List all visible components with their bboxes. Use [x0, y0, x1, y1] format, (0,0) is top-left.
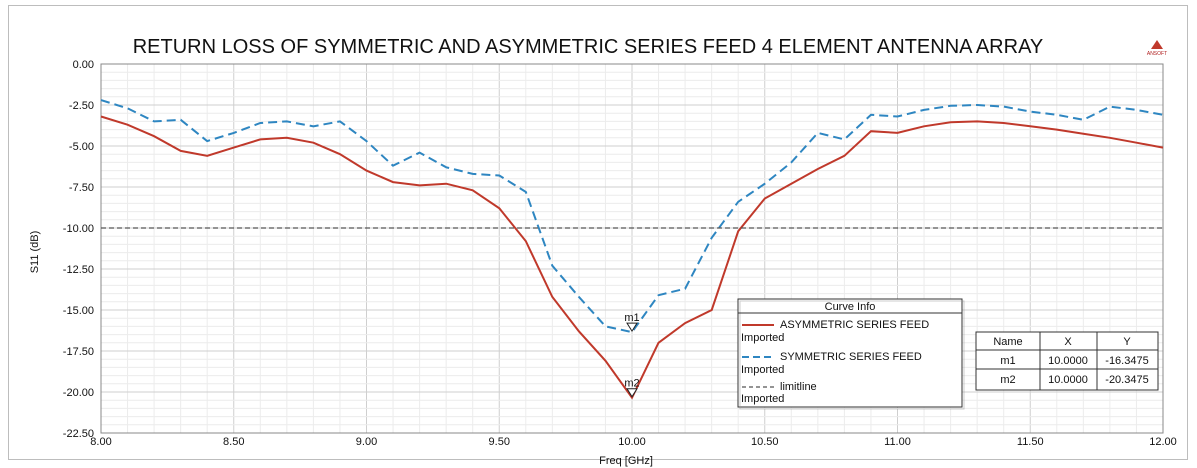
y-tick-label: -12.50 — [63, 264, 94, 276]
marker-label: m2 — [624, 378, 639, 390]
legend-label-limitline: limitline — [780, 381, 817, 393]
y-tick-label: -7.50 — [69, 182, 94, 194]
y-tick-label: -20.00 — [63, 387, 94, 399]
marker-label: m1 — [624, 312, 639, 324]
x-tick-label: 10.00 — [618, 436, 646, 448]
table-header-y: Y — [1123, 336, 1131, 348]
table-header-x: X — [1064, 336, 1072, 348]
markers: m1 m2 — [624, 312, 640, 398]
legend-sub-limitline: Imported — [741, 393, 784, 405]
table-cell: -16.3475 — [1105, 355, 1148, 367]
x-tick-label: 9.50 — [489, 436, 510, 448]
y-tick-label: -22.50 — [63, 428, 94, 440]
table-header-name: Name — [993, 336, 1022, 348]
x-tick-label: 12.00 — [1149, 436, 1177, 448]
table-cell: m1 — [1000, 355, 1015, 367]
table-cell: -20.3475 — [1105, 374, 1148, 386]
axes: 8.00 8.50 9.00 9.50 10.00 10.50 11.00 11.50 12.0… — [63, 59, 1177, 448]
x-axis-label: Freq [GHz] — [599, 455, 653, 467]
x-tick-label: 8.00 — [90, 436, 111, 448]
series-lines — [100, 99, 1164, 400]
legend-sub-asymmetric: Imported — [741, 332, 784, 344]
x-tick-label: 11.50 — [1017, 436, 1044, 448]
chart-title: RETURN LOSS OF SYMMETRIC AND ASYMMETRIC … — [133, 36, 1044, 58]
x-tick-label: 8.50 — [223, 436, 244, 448]
y-axis-label: S11 (dB) — [29, 231, 41, 274]
table-cell: 10.0000 — [1048, 355, 1088, 367]
curve-info-legend: Curve Info ASYMMETRIC SERIES FEED Import… — [737, 298, 965, 410]
marker-m1-icon — [626, 322, 638, 333]
y-tick-label: -15.00 — [63, 305, 94, 317]
ansoft-logo-icon: ANSOFT — [1147, 40, 1167, 57]
y-tick-label: -5.00 — [69, 141, 94, 153]
table-cell: m2 — [1000, 374, 1015, 386]
x-tick-label: 11.00 — [884, 436, 911, 448]
y-tick-label: -10.00 — [63, 223, 94, 235]
y-tick-label: -17.50 — [63, 346, 94, 358]
legend-sub-symmetric: Imported — [741, 364, 784, 376]
legend-label-symmetric: SYMMETRIC SERIES FEED — [780, 351, 922, 363]
series-line-asymmetric-series-feed — [100, 115, 1164, 400]
table-cell: 10.0000 — [1048, 374, 1088, 386]
legend-title: Curve Info — [825, 301, 876, 313]
marker-table: Name X Y m1 10.0000 -16.3475 m2 10.0000 … — [975, 331, 1159, 391]
x-tick-label: 10.50 — [751, 436, 779, 448]
marker-m2-icon — [626, 388, 638, 398]
y-tick-label: 0.00 — [73, 59, 94, 71]
x-tick-label: 9.00 — [356, 436, 377, 448]
svg-text:ANSOFT: ANSOFT — [1147, 51, 1167, 57]
y-tick-label: -2.50 — [69, 100, 94, 112]
plot-area-border — [100, 63, 1164, 434]
legend-label-asymmetric: ASYMMETRIC SERIES FEED — [780, 319, 929, 331]
